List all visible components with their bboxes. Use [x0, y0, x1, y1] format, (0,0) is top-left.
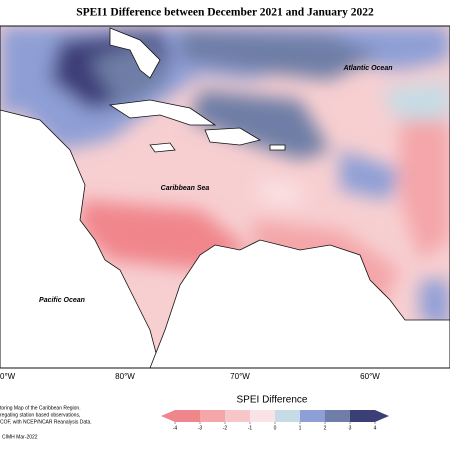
colorbar-tick-label: 0 — [274, 425, 277, 431]
footer-line: COF, with NCEP/NCAR Reanalysis Data. — [0, 419, 92, 425]
colorbar-tick-label: -2 — [223, 425, 228, 431]
colorbar: -4 -3 -2 -1 0 1 2 3 4 — [161, 410, 389, 431]
colorbar-tick-label: -1 — [248, 425, 253, 431]
longitude-label: 70°W — [230, 372, 250, 381]
colorbar-segment — [225, 410, 250, 422]
jamaica — [149, 142, 176, 153]
hispaniola — [204, 127, 262, 146]
longitude-label: 0°W — [0, 372, 16, 381]
cuba — [108, 99, 217, 126]
colorbar-extension — [375, 410, 389, 422]
central-america — [0, 109, 161, 368]
map-area: Atlantic Ocean Caribbean Sea Pacific Oce… — [0, 26, 450, 368]
colorbar-tick-label: -3 — [198, 425, 203, 431]
colorbar-segment — [175, 410, 200, 422]
sea-label: Caribbean Sea — [161, 185, 210, 192]
colorbar-tick-label: 3 — [349, 425, 352, 431]
footer-line: toring Map of the Caribbean Region. — [0, 405, 81, 411]
colorbar-segment — [200, 410, 225, 422]
footer-credit: CIMH Mar-2022 — [2, 434, 38, 440]
ocean-label: Pacific Ocean — [39, 297, 85, 304]
colorbar-segment — [300, 410, 325, 422]
map-frame — [0, 25, 450, 369]
colorbar-tick-label: 2 — [324, 425, 327, 431]
longitude-label: 80°W — [115, 372, 135, 381]
longitude-label: 60°W — [360, 372, 380, 381]
colorbar-segment — [250, 410, 275, 422]
colorbar-tick-label: 1 — [299, 425, 302, 431]
ocean-label: Atlantic Ocean — [342, 65, 392, 72]
colorbar-segment — [325, 410, 350, 422]
colorbar-extension — [161, 410, 175, 422]
footer-line: regating station based observations, — [0, 412, 80, 418]
map-title: SPEI1 Difference between December 2021 a… — [76, 7, 374, 19]
florida — [109, 27, 161, 79]
colorbar-segment — [350, 410, 375, 422]
legend-title: SPEI Difference — [237, 395, 308, 406]
colorbar-tick-label: 4 — [374, 425, 377, 431]
south-america — [149, 239, 450, 368]
colorbar-segment — [275, 410, 300, 422]
colorbar-tick-label: -4 — [173, 425, 178, 431]
puerto-rico — [269, 144, 286, 151]
